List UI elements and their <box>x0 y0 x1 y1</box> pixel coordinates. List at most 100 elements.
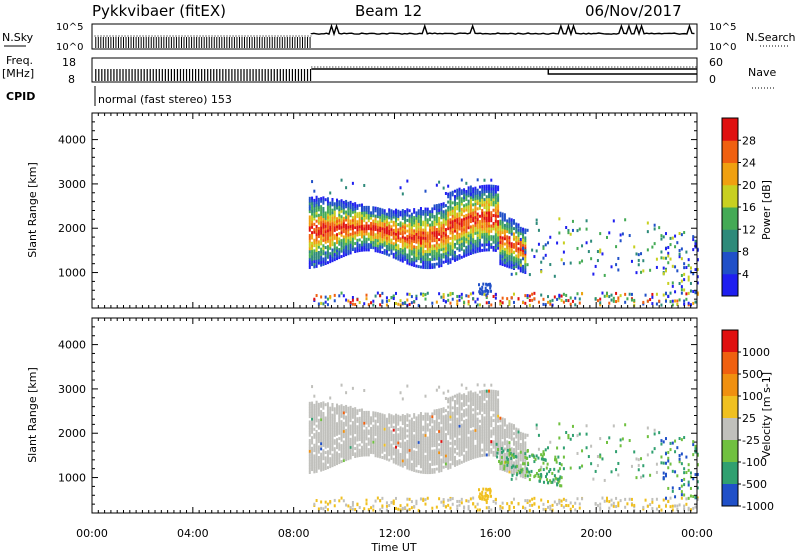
range-cell <box>469 233 472 237</box>
range-cell <box>508 430 511 434</box>
range-cell <box>444 257 447 261</box>
range-cell <box>565 503 568 507</box>
range-cell <box>311 436 314 440</box>
range-cell <box>401 432 404 436</box>
range-cell <box>395 216 398 220</box>
range-cell <box>483 497 486 501</box>
range-cell <box>453 237 456 241</box>
range-cell <box>458 421 461 425</box>
range-cell <box>347 430 350 434</box>
range-cell <box>419 422 422 426</box>
range-cell <box>485 211 488 215</box>
range-cell <box>490 229 493 233</box>
range-cell <box>522 230 525 234</box>
range-cell <box>615 245 618 249</box>
range-cell <box>694 268 697 272</box>
range-cell <box>599 248 602 252</box>
range-cell <box>315 464 318 468</box>
range-cell <box>615 505 618 509</box>
range-cell <box>365 224 368 228</box>
range-cell <box>417 243 420 247</box>
range-cell <box>499 504 502 508</box>
range-cell <box>404 239 407 243</box>
range-cell <box>419 257 422 261</box>
range-cell <box>429 436 432 440</box>
range-cell <box>426 255 429 259</box>
range-cell <box>481 429 484 433</box>
range-cell <box>365 502 368 506</box>
range-cell <box>458 243 461 247</box>
range-cell <box>499 235 502 239</box>
range-cell <box>440 256 443 260</box>
range-cell <box>456 406 459 410</box>
range-cell <box>413 415 416 419</box>
range-cell <box>537 242 540 246</box>
range-cell <box>395 240 398 244</box>
range-cell <box>399 460 402 464</box>
range-cell <box>345 247 348 251</box>
range-cell <box>510 218 513 222</box>
range-cell <box>488 389 491 393</box>
range-cell <box>397 454 400 458</box>
range-cell <box>442 455 445 459</box>
range-cell <box>467 425 470 429</box>
range-cell <box>472 235 475 239</box>
range-cell <box>408 222 411 226</box>
range-cell <box>519 431 522 435</box>
range-cell <box>399 253 402 257</box>
range-cell <box>331 429 334 433</box>
range-cell <box>481 408 484 412</box>
range-cell <box>440 245 443 249</box>
range-cell <box>503 242 506 246</box>
range-cell <box>308 204 311 208</box>
range-cell <box>311 404 314 408</box>
range-cell <box>322 433 325 437</box>
range-cell <box>435 249 438 253</box>
range-cell <box>351 242 354 246</box>
range-cell <box>453 216 456 220</box>
range-cell <box>342 246 345 250</box>
range-cell <box>315 406 318 410</box>
range-cell <box>370 434 373 438</box>
range-cell <box>664 291 667 295</box>
range-cell <box>456 217 459 221</box>
range-cell <box>569 501 572 505</box>
range-cell <box>401 453 404 457</box>
range-cell <box>501 212 504 216</box>
range-cell <box>431 263 434 267</box>
range-cell <box>517 249 520 253</box>
range-cell <box>506 256 509 260</box>
range-cell <box>569 302 572 306</box>
range-cell <box>510 449 513 453</box>
range-cell <box>388 447 391 451</box>
range-cell <box>381 299 384 303</box>
range-cell <box>449 301 452 305</box>
range-cell <box>472 291 475 295</box>
range-cell <box>345 404 348 408</box>
range-cell <box>376 446 379 450</box>
range-cell <box>556 446 559 450</box>
range-cell <box>537 447 540 451</box>
range-cell <box>628 292 631 296</box>
range-cell <box>689 289 692 293</box>
range-cell <box>311 233 314 237</box>
range-cell <box>467 294 470 298</box>
range-cell <box>317 410 320 414</box>
colorbar-tick-label: 4 <box>742 268 749 281</box>
range-cell <box>460 404 463 408</box>
range-cell <box>315 256 318 260</box>
range-cell <box>599 232 602 236</box>
range-cell <box>406 224 409 228</box>
range-cell <box>315 499 318 503</box>
range-cell <box>336 446 339 450</box>
range-cell <box>429 449 432 453</box>
range-cell <box>365 293 368 297</box>
range-cell <box>517 257 520 261</box>
range-cell <box>512 256 515 260</box>
range-cell <box>453 447 456 451</box>
range-cell <box>492 432 495 436</box>
range-cell <box>422 293 425 297</box>
range-cell <box>410 457 413 461</box>
range-cell <box>615 291 618 295</box>
range-cell <box>417 254 420 258</box>
